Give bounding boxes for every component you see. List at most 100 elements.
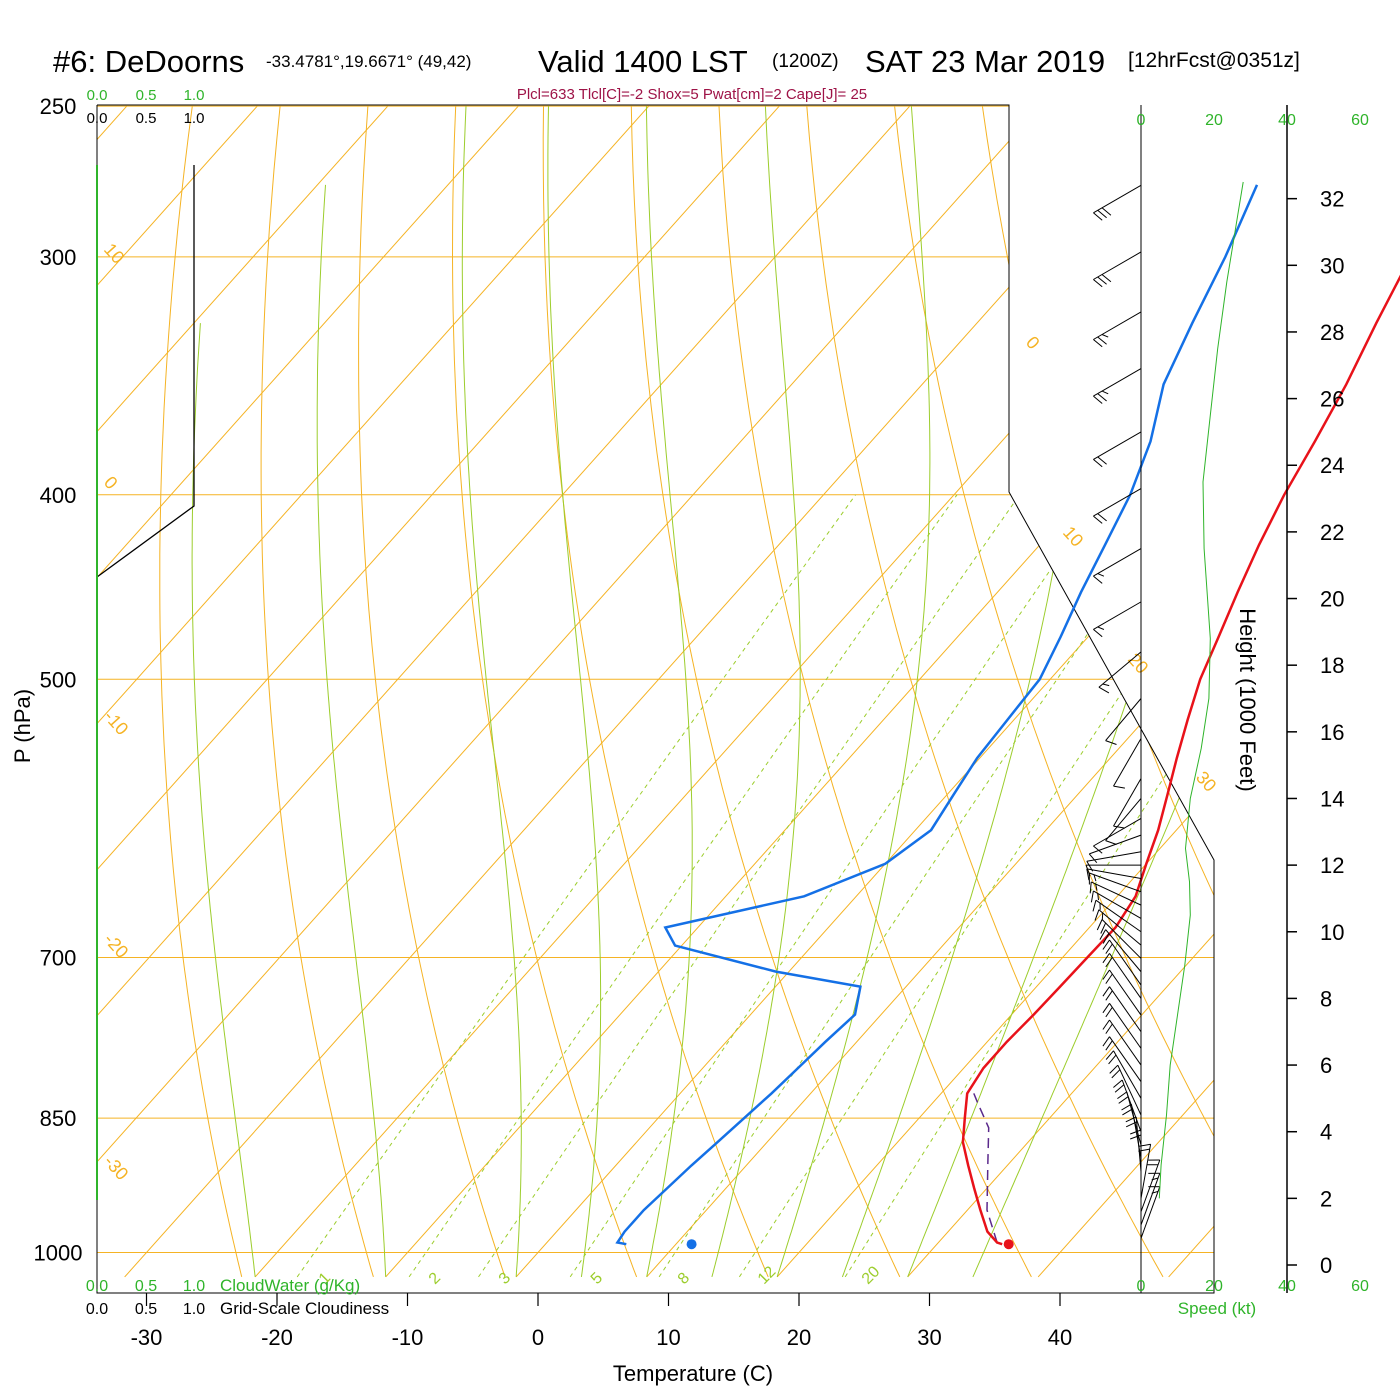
moist-adiabat (972, 105, 1214, 1278)
wind-barb (1109, 1003, 1142, 1049)
mixing-ratio-line (296, 494, 857, 1278)
height-tick-label: 4 (1320, 1120, 1332, 1145)
top-speed-tick: 40 (1278, 112, 1296, 129)
wind-barb-flag (1105, 740, 1117, 745)
wind-barb (1140, 1173, 1161, 1226)
wind-barb-flag (1102, 939, 1110, 950)
height-tick-label: 24 (1320, 453, 1344, 478)
dry-adiabat (718, 106, 1032, 1278)
cloudiness-line (96, 165, 195, 578)
height-tick-label: 26 (1320, 387, 1344, 412)
dry-adiabat (806, 106, 1164, 1278)
wind-barb-flag (1118, 1096, 1129, 1104)
wind-barb-flag (1090, 890, 1094, 903)
bottom-speed-tick: 20 (1205, 1278, 1223, 1295)
wind-barb-flag (1138, 1148, 1150, 1152)
wind-barb-flag (1093, 339, 1103, 348)
wind-barb-flag (1113, 785, 1125, 789)
height-tick-label: 28 (1320, 320, 1344, 345)
height-tick-label: 20 (1320, 587, 1344, 612)
wind-barb-flag (1088, 853, 1098, 864)
wind-barb-flag (1101, 207, 1112, 216)
bottom-cloud-water-tick: 0.0 (86, 1278, 108, 1295)
isotherm-line (97, 105, 1041, 1278)
temperature-tick-label: 30 (917, 1325, 941, 1350)
pressure-tick-label: 700 (40, 946, 77, 971)
wind-barb-flag (1097, 336, 1107, 345)
wind-barb (1093, 431, 1142, 460)
top-cloud-water-tick: 0.0 (87, 87, 108, 104)
wind-barb-flag (1102, 1036, 1110, 1047)
dry-adiabat (159, 106, 243, 1278)
top-speed-tick: 60 (1351, 112, 1369, 129)
wind-barb-flag (1105, 1007, 1113, 1018)
wind-barb (1105, 798, 1142, 841)
isotherm-line (776, 105, 1214, 1278)
height-tick-label: 18 (1320, 653, 1344, 678)
isotherm-line (907, 105, 1214, 1278)
temperature-tick-label: -30 (131, 1325, 163, 1350)
title-zulu: (1200Z) (772, 51, 839, 72)
wind-barb-flag (1113, 1079, 1123, 1088)
height-tick-label: 8 (1320, 986, 1332, 1011)
wind-barb-flag (1097, 209, 1107, 219)
wind-barb-flag (1101, 274, 1112, 283)
stability-indices: Plcl=633 Tlcl[C]=-2 Shox=5 Pwat[cm]=2 Ca… (517, 86, 867, 103)
wind-barb-flag (1122, 1108, 1133, 1116)
wind-barb (1105, 929, 1142, 973)
top-cloud-water-tick: 1.0 (184, 87, 205, 104)
height-tick-label: 22 (1320, 520, 1344, 545)
wind-barb-flag (1105, 1023, 1113, 1034)
wind-barb (1101, 919, 1142, 959)
wind-barb (1098, 651, 1142, 688)
moist-adiabat (191, 323, 256, 1277)
bottom-cloud-water-tick: 1.0 (183, 1278, 205, 1295)
wind-barb-flag (1099, 929, 1107, 940)
bottom-speed-tick: 60 (1351, 1278, 1369, 1295)
wind-barb-flag (1151, 1190, 1159, 1194)
cloudiness-label: Grid-Scale Cloudiness (220, 1299, 389, 1318)
wind-barb-flag (1130, 1129, 1142, 1135)
dry-adiabat (630, 106, 901, 1278)
moist-adiabat (316, 184, 387, 1277)
speed-label: Speed (kt) (1178, 1299, 1256, 1318)
wind-barb-flag (1102, 1019, 1110, 1030)
wind-barb-flag (1102, 1003, 1110, 1014)
wind-barb (1093, 311, 1142, 340)
wind-barb (1109, 1036, 1142, 1083)
bottom-cloudiness-tick: 1.0 (183, 1301, 205, 1318)
wind-barb (1086, 851, 1142, 862)
wind-barb-flag (1093, 279, 1103, 288)
bottom-speed-tick: 0 (1137, 1278, 1146, 1295)
wind-barb-flag (1117, 1091, 1128, 1100)
wind-barb-flag (1105, 943, 1113, 954)
wind-barb-flag (1125, 1121, 1137, 1128)
mixing-ratio-line (844, 494, 1214, 1278)
isotherm-line (385, 105, 1214, 1278)
wind-barb (1140, 1186, 1161, 1239)
surface-dewpoint-dot (686, 1239, 697, 1250)
wind-barb-flag (1098, 686, 1110, 694)
wind-barb (1093, 488, 1142, 517)
height-tick-label: 30 (1320, 253, 1344, 278)
wind-barb-flag (1093, 629, 1103, 638)
wind-barb-flag (1093, 575, 1103, 584)
wind-barb-flag (1105, 973, 1113, 984)
moist-adiabat (711, 106, 801, 1278)
temperature-tick-label: -10 (392, 1325, 424, 1350)
wind-barb (1113, 778, 1142, 827)
title-date: SAT 23 Mar 2019 (865, 44, 1105, 79)
y-axis-title: P (hPa) (10, 689, 35, 763)
wind-barb-flag (1095, 883, 1098, 891)
wind-barb (1095, 899, 1142, 933)
wind-barb-flag (1086, 868, 1090, 881)
wind-barb-flag (1093, 459, 1103, 468)
wind-barb (1109, 939, 1142, 986)
temperature-tick-label: -20 (261, 1325, 293, 1350)
wind-barb-flag (1097, 276, 1107, 285)
wind-barb (1109, 953, 1142, 999)
wind-barb-flag (1093, 212, 1103, 221)
top-cloudiness-tick: 0.5 (136, 110, 157, 127)
isotherm-line (97, 105, 650, 1278)
dry-adiabat (358, 106, 506, 1278)
